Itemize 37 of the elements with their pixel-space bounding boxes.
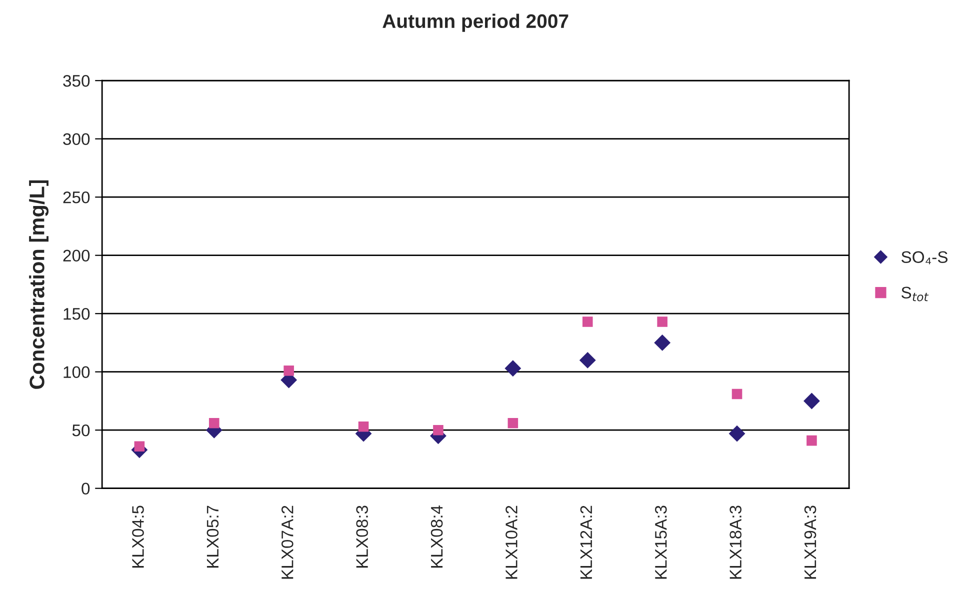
x-tick-label: KLX19A:3 <box>804 506 816 579</box>
y-tick-label: 100 <box>64 366 90 378</box>
y-tick-label: 350 <box>63 74 90 87</box>
point <box>433 424 444 436</box>
point <box>803 392 820 410</box>
x-tick-label: KLX04:5 <box>132 506 144 568</box>
x-tick-label: KLX08:3 <box>356 506 368 568</box>
legend-label: SO₄-S <box>901 251 948 264</box>
x-tick-label: KLX08:4 <box>430 506 443 568</box>
point <box>508 418 518 428</box>
y-tick-label: 50 <box>72 424 90 436</box>
point <box>579 352 596 368</box>
point <box>134 441 145 452</box>
y-tick-label: 300 <box>63 133 90 146</box>
x-tick-label: KLX07A:2 <box>281 506 294 579</box>
y-tick-label: 250 <box>63 191 90 204</box>
x-tick-label: KLX05:7 <box>206 506 219 568</box>
point <box>284 366 294 376</box>
point <box>728 425 746 442</box>
legend-label: S$_{tot}$ <box>901 286 929 302</box>
point <box>732 388 742 400</box>
x-tick-label: KLX15A:3 <box>654 506 667 579</box>
point <box>582 316 593 327</box>
x-tick-label: KLX18A:3 <box>730 506 742 579</box>
point <box>657 316 668 327</box>
y-tick-label: 150 <box>64 308 90 320</box>
point <box>208 418 220 428</box>
point <box>806 435 817 446</box>
point <box>654 334 671 351</box>
point <box>358 421 369 432</box>
y-axis-title: Concentration [mg/L] <box>29 180 49 389</box>
y-tick-label: 0 <box>82 482 90 495</box>
point <box>504 360 522 377</box>
chart-title: Autumn period 2007 <box>382 14 568 32</box>
x-tick-label: KLX12A:2 <box>580 506 592 579</box>
y-tick-label: 200 <box>63 250 90 262</box>
x-tick-label: KLX10A:2 <box>506 506 518 579</box>
